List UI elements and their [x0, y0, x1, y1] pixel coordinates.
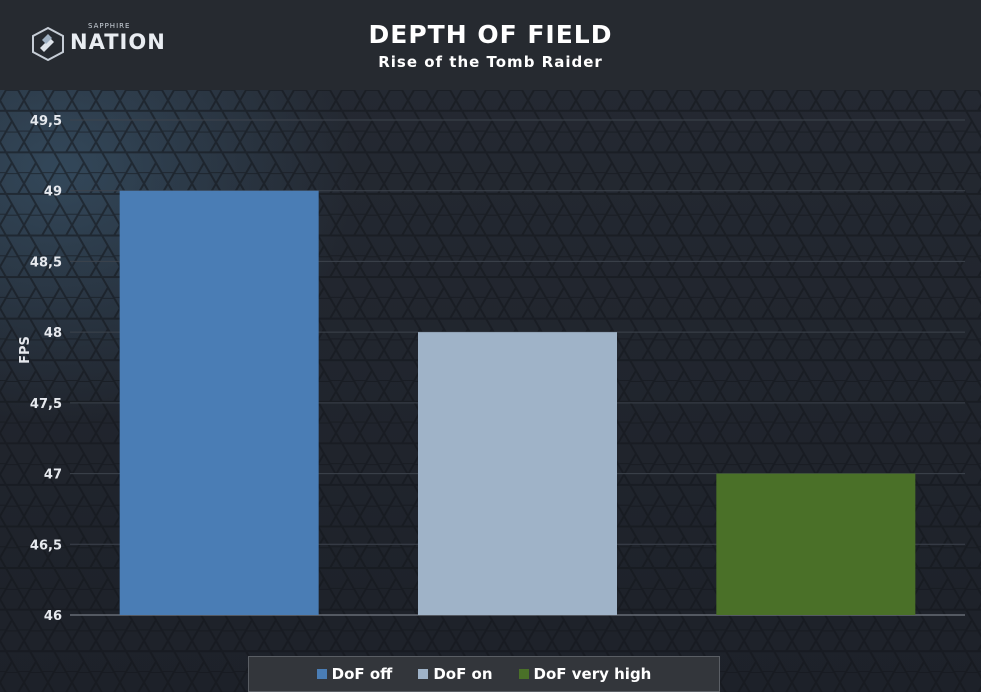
legend-swatch [418, 669, 429, 679]
y-tick-label: 49,5 [30, 114, 62, 129]
y-axis-ticks: 46 46,5 47 47,5 48 48,5 49 49,5 [30, 114, 62, 624]
bar-dof-very-high [716, 473, 916, 615]
bar-dof-off [119, 190, 319, 615]
y-tick-label: 47,5 [30, 397, 62, 412]
logo-big-text: NATION [70, 30, 166, 54]
chart-legend: DoF off DoF on DoF very high [248, 656, 720, 692]
bar-dof-on [418, 332, 617, 615]
y-tick-label: 46 [44, 609, 62, 624]
y-axis-title: FPS [18, 336, 33, 364]
legend-swatch [316, 669, 327, 679]
y-tick-label: 48 [44, 326, 62, 341]
legend-label: DoF off [331, 665, 393, 683]
y-tick-label: 47 [44, 468, 62, 483]
y-tick-label: 48,5 [30, 255, 62, 270]
legend-item-dof-very-high: DoF very high [518, 665, 652, 683]
chart-subtitle: Rise of the Tomb Raider [378, 53, 603, 71]
y-tick-label: 49 [44, 185, 62, 200]
header-bar: SAPPHIRE NATION DEPTH OF FIELD Rise of t… [0, 0, 981, 90]
legend-item-dof-on: DoF on [418, 665, 493, 683]
legend-label: DoF on [433, 665, 493, 683]
bar-chart: 46 46,5 47 47,5 48 48,5 49 49,5 FPS [18, 114, 965, 624]
legend-label: DoF very high [533, 665, 652, 683]
bars [119, 190, 916, 615]
legend-swatch [518, 669, 529, 679]
sapphire-nation-logo: SAPPHIRE NATION [30, 20, 165, 68]
logo-small-text: SAPPHIRE [88, 22, 131, 30]
legend-item-dof-off: DoF off [316, 665, 393, 683]
chart-title: DEPTH OF FIELD [368, 20, 613, 49]
y-tick-label: 46,5 [30, 538, 62, 553]
sapphire-logo-icon [32, 26, 64, 62]
